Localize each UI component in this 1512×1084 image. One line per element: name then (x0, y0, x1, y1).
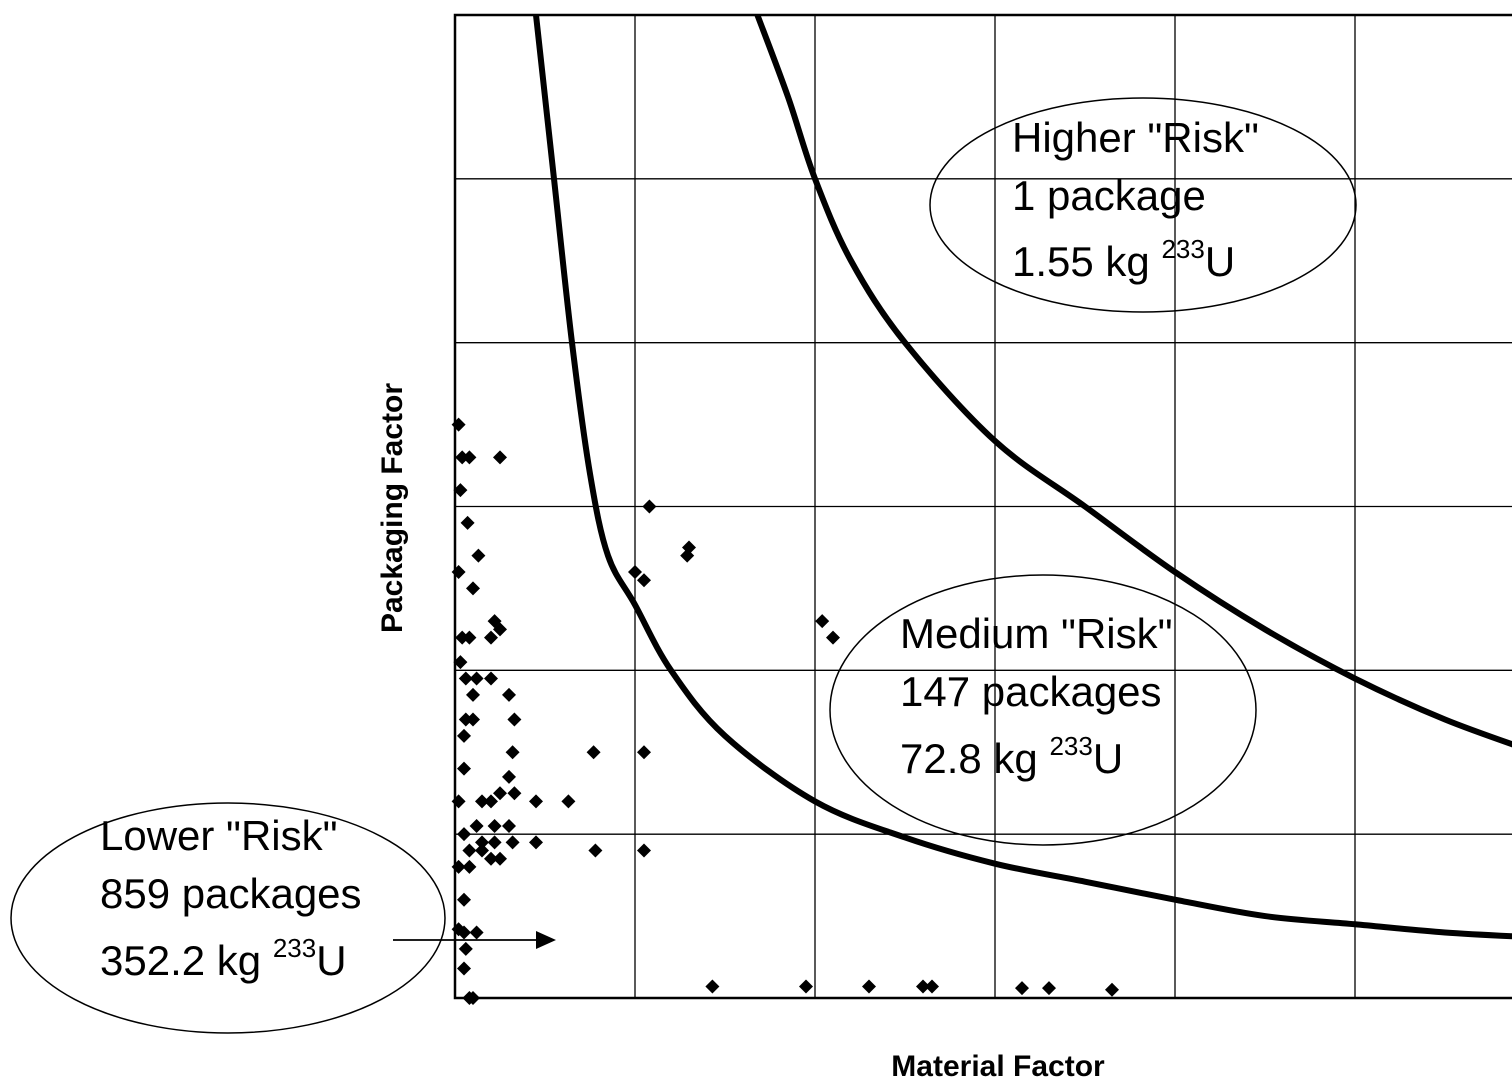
lower-risk-mass: 352.2 kg 233U (100, 933, 347, 984)
data-point (507, 786, 522, 801)
medium-risk-count: 147 packages (900, 668, 1162, 715)
data-point (487, 818, 502, 833)
data-point (799, 979, 813, 994)
higher-risk-count: 1 package (1012, 172, 1206, 219)
data-point (588, 843, 603, 858)
data-point (628, 565, 642, 580)
data-point (493, 622, 507, 637)
data-point (1015, 981, 1029, 996)
data-point (529, 835, 543, 850)
data-point (493, 450, 507, 465)
higher-risk-mass: 1.55 kg 233U (1012, 234, 1235, 285)
data-point (458, 712, 473, 727)
data-point (455, 450, 470, 465)
data-point (637, 843, 651, 858)
higher-risk-ellipse (929, 97, 1357, 313)
data-point (505, 835, 520, 850)
data-point (529, 794, 543, 809)
y-axis-title: Packaging Factor (376, 383, 409, 633)
data-point (484, 671, 498, 686)
data-point (505, 745, 520, 760)
data-point (451, 417, 466, 432)
data-point (460, 515, 475, 530)
data-point (457, 892, 471, 907)
data-point (451, 859, 466, 874)
data-point (458, 671, 473, 686)
data-point (561, 794, 576, 809)
data-point (466, 991, 480, 1005)
lower-risk-title: Lower "Risk" (100, 812, 338, 859)
lower-risk-count: 859 packages (100, 870, 362, 917)
data-point (705, 979, 720, 994)
data-point (462, 859, 477, 874)
data-point (502, 687, 516, 702)
data-point (466, 712, 480, 727)
data-point (469, 671, 484, 686)
data-point (484, 794, 498, 809)
plot-frame (453, 13, 1512, 1000)
data-point (469, 818, 484, 833)
data-point (457, 728, 471, 743)
data-point (471, 548, 486, 563)
data-point (507, 712, 522, 727)
grid-lines (455, 15, 1512, 998)
data-point (475, 794, 489, 809)
data-point (457, 961, 471, 976)
data-point (451, 794, 466, 809)
data-point (1105, 982, 1119, 997)
data-point (642, 499, 657, 514)
medium-risk-title: Medium "Risk" (900, 610, 1173, 657)
data-point (455, 630, 470, 645)
data-points (451, 417, 1119, 1005)
data-point (457, 827, 471, 842)
data-point (462, 843, 477, 858)
data-point (487, 835, 502, 850)
data-point (1042, 981, 1056, 996)
data-point (925, 979, 939, 994)
data-point (916, 979, 930, 994)
data-point (862, 979, 876, 994)
x-axis-title: Material Factor (891, 1050, 1105, 1083)
data-point (493, 851, 507, 866)
lower-boundary (533, 14, 1512, 940)
data-point (451, 922, 466, 937)
data-point (469, 925, 484, 940)
data-point (586, 745, 601, 760)
risk-boundary-curves (533, 13, 1512, 940)
lower-risk-ellipse (10, 802, 446, 1034)
data-point (475, 843, 489, 858)
data-point (637, 573, 651, 588)
medium-risk-ellipse (829, 574, 1257, 846)
data-point (453, 655, 468, 670)
medium-risk-mass: 72.8 kg 233U (900, 731, 1123, 782)
data-point (453, 483, 468, 498)
data-point (502, 818, 516, 833)
data-point (451, 565, 466, 580)
data-point (466, 687, 480, 702)
data-point (815, 614, 830, 629)
data-point (462, 630, 477, 645)
data-point (462, 450, 477, 465)
higher-risk-title: Higher "Risk" (1012, 114, 1259, 161)
data-point (484, 851, 498, 866)
data-point (680, 548, 695, 563)
data-point (493, 786, 507, 801)
lower-risk-arrowhead (536, 931, 556, 949)
data-point (502, 769, 516, 784)
upper-boundary (754, 13, 1512, 748)
data-point (826, 630, 840, 645)
data-point (458, 941, 473, 956)
data-point (466, 581, 480, 596)
data-point (484, 630, 498, 645)
data-point (637, 745, 651, 760)
data-point (457, 761, 471, 776)
data-point (475, 835, 489, 850)
